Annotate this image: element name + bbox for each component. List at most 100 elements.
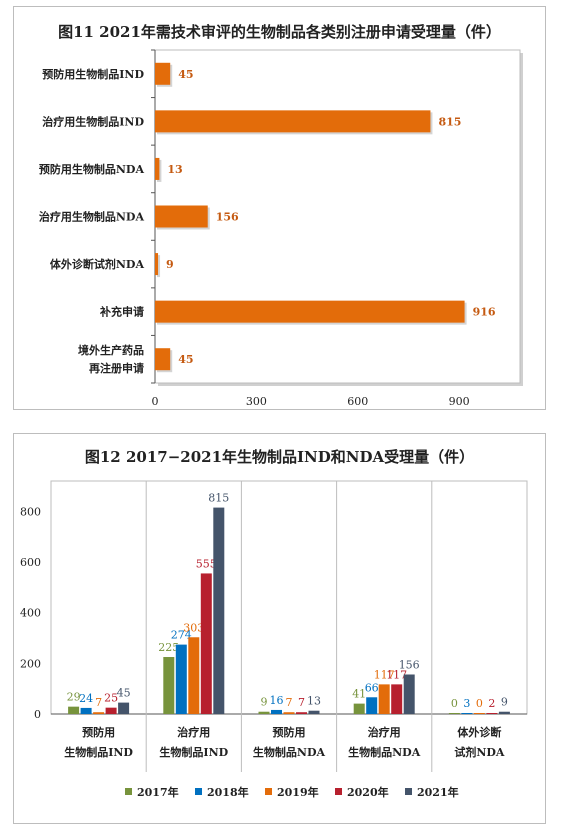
bar [283,712,295,714]
legend-label: 2017年 [137,785,179,799]
bar [93,712,105,714]
data-label: 156 [216,211,239,224]
legend-label: 2020年 [347,785,389,799]
y-tick-label: 0 [34,708,41,721]
bar [366,697,378,714]
x-tick-label: 0 [152,395,159,408]
bar [105,707,117,714]
category-label: 治疗用生物制品NDA [39,210,145,224]
y-tick-label: 200 [20,657,41,670]
legend-swatch [335,788,342,795]
chart-title-fig11: 图11 2021年需技术审评的生物制品各类别注册申请受理量（件） [58,23,501,41]
bar [296,712,307,714]
data-label: 0 [451,697,458,710]
bar [461,713,473,714]
data-label: 24 [79,692,93,705]
legend-swatch [265,788,272,795]
x-tick-label: 900 [449,395,470,408]
category-label: 境外生产药品再注册申请 [78,343,144,375]
legend-label: 2019年 [277,785,319,799]
bar [155,205,208,228]
bar [486,713,498,714]
bar [473,713,485,714]
x-tick-label: 300 [246,395,267,408]
legend-label: 2021年 [417,785,459,799]
category-label: 治疗用生物制品NDA [348,725,421,759]
bar [155,110,431,133]
data-label: 916 [473,306,496,319]
bar [403,674,415,714]
data-label: 274 [171,629,192,642]
data-label: 0 [476,697,483,710]
data-label: 45 [178,353,193,366]
category-label: 治疗用生物制品IND [42,114,144,128]
data-label: 2 [488,697,495,710]
bar [391,684,403,714]
bar [200,573,212,714]
data-label: 815 [208,492,229,505]
category-label: 治疗用生物制品IND [159,725,228,759]
bar [308,710,320,714]
bar [213,507,225,714]
data-label: 9 [261,696,268,709]
legend-swatch [195,788,202,795]
category-label: 预防用生物制品NDA [39,162,145,176]
chart-fig11: 预防用生物制品IND 45 治疗用生物制品IND 815 预防用生物制品NDA 13 治疗用… [39,49,523,408]
y-tick-label: 400 [20,607,41,620]
bar [155,253,159,276]
bar [155,157,160,180]
bar [188,637,200,714]
data-label: 16 [270,694,284,707]
data-label: 7 [95,696,102,709]
data-label: 7 [298,696,305,709]
plot-area [154,49,521,384]
bar [155,62,171,85]
bar [163,657,175,714]
bar [68,706,80,714]
bar [175,644,187,714]
bar [353,703,365,714]
chart-panel-fig11: 图11 2021年需技术审评的生物制品各类别注册申请受理量（件） 预防用生物制品… [13,6,546,410]
plot-area [50,480,528,715]
category-label: 预防用生物制品IND [42,67,144,81]
bar [80,707,92,714]
data-label: 3 [463,697,470,710]
legend-label: 2018年 [207,785,249,799]
data-label: 13 [167,163,182,176]
y-tick-label: 800 [20,505,41,518]
chart-title-fig12: 图12 2017−2021年生物制品IND和NDA受理量（件） [84,448,475,466]
chart-panel-fig12: 图12 2017−2021年生物制品IND和NDA受理量（件） 0 200 400 6… [13,433,546,824]
category-label: 补充申请 [99,305,144,319]
data-label: 45 [117,687,131,700]
data-label: 303 [183,621,204,634]
x-tick-label: 600 [347,395,368,408]
data-label: 156 [399,658,420,671]
data-label: 9 [501,696,508,709]
data-label: 815 [438,115,461,128]
data-label: 25 [104,692,118,705]
y-tick-label: 600 [20,556,41,569]
legend-swatch [405,788,412,795]
data-label: 41 [352,688,366,701]
data-label: 117 [386,668,407,681]
bar [118,702,130,714]
data-label: 225 [158,641,179,654]
bar [271,709,282,714]
category-label: 预防用生物制品NDA [253,725,326,759]
category-label: 体外诊断试剂NDA [50,257,145,271]
data-label: 7 [286,696,293,709]
data-label: 555 [196,557,217,570]
data-label: 9 [166,258,174,271]
bar [448,713,460,714]
bar [258,711,270,714]
bar [155,300,465,323]
data-label: 29 [67,691,81,704]
data-label: 66 [365,681,379,694]
legend-swatch [125,788,132,795]
bar [378,684,390,714]
data-label: 117 [374,668,395,681]
data-label: 45 [178,68,193,81]
bar [155,348,171,371]
category-label: 体外诊断试剂NDA [454,725,505,759]
